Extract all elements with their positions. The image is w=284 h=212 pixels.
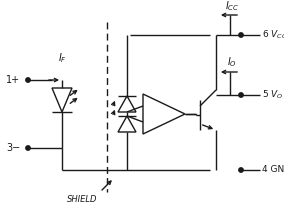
Text: 3−: 3− [6,143,20,153]
Circle shape [26,78,30,82]
Circle shape [239,33,243,37]
Text: 6 $V_{CC}$: 6 $V_{CC}$ [262,29,284,41]
Text: 1+: 1+ [6,75,20,85]
Circle shape [239,93,243,97]
Text: $I_{CC}$: $I_{CC}$ [225,0,239,13]
Text: 5 $V_O$: 5 $V_O$ [262,89,283,101]
Circle shape [26,146,30,150]
Text: SHIELD: SHIELD [67,195,97,205]
Text: $I_O$: $I_O$ [227,55,237,69]
Circle shape [239,168,243,172]
Text: 4 GND: 4 GND [262,166,284,174]
Text: $I_F$: $I_F$ [58,51,66,65]
